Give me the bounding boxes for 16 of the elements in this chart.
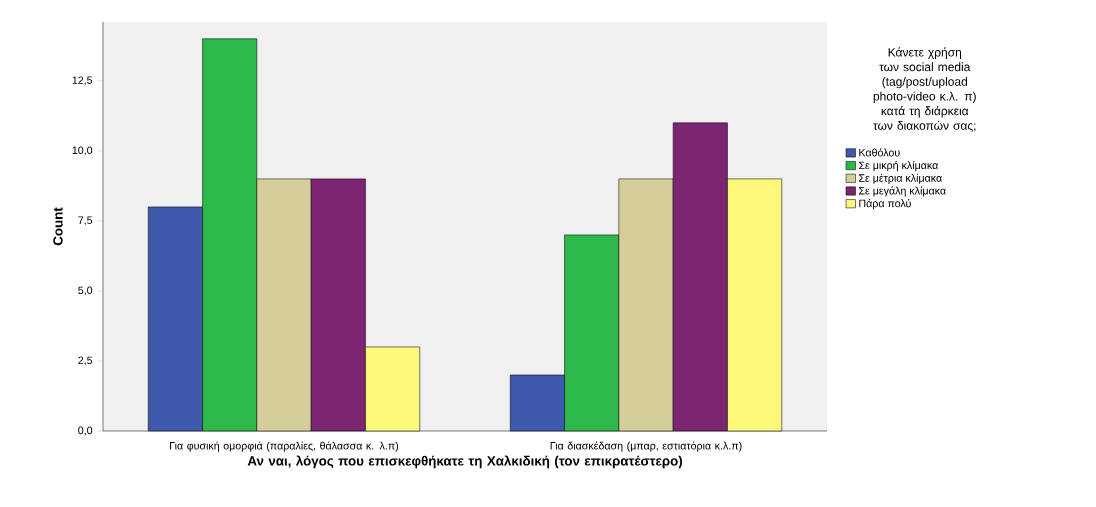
y-axis-title: Count (53, 207, 63, 246)
y-tick-label: 12,5 (72, 76, 93, 86)
y-tick-label: 5,0 (78, 286, 93, 296)
y-tick-label: 2,5 (78, 356, 93, 366)
x-tick-label: Για διασκέδαση (μπαρ, εστιατόρια κ.λ.π) (550, 441, 742, 452)
legend-label: Καθόλου (859, 148, 900, 157)
y-tick-label: 0,0 (78, 426, 93, 436)
legend-title: Κάνετε χρήση των social media (tag/post/upload photo-video κ.λ. π) κατά τη διάρκεια των διακοπών σας; (873, 47, 976, 132)
y-tick-label: 10,0 (72, 146, 93, 156)
legend-label: Σε μικρή κλίμακα (859, 160, 938, 172)
legend-label: Σε μεγάλη κλίμακα (859, 186, 946, 197)
legend-label: Πάρα πολύ (859, 199, 911, 210)
legend-label: Σε μέτρια κλίμακα (859, 173, 942, 184)
x-axis-title: Αν ναι, λόγος που επισκεφθήκατε τη Χαλκιδική (τον επικρατέστερο) (247, 455, 683, 469)
y-tick-label: 7,5 (78, 216, 93, 226)
x-tick-label: Για φυσική ομορφιά (παραλίες, θάλασσα κ. λ.π) (170, 441, 399, 452)
